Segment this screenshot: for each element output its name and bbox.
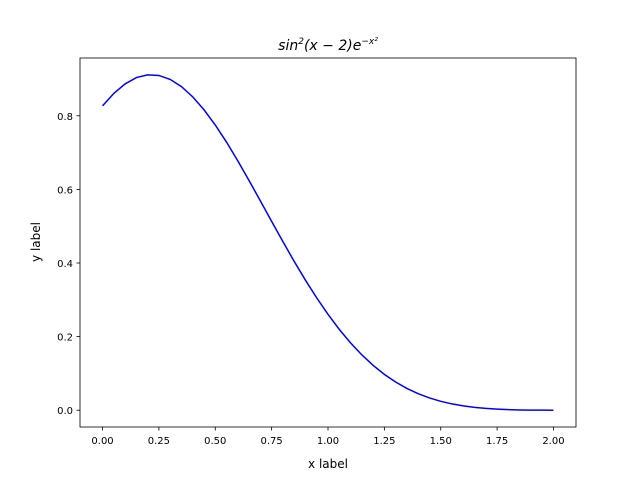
x-tick-label: 1.25 [373,436,395,447]
x-tick-label: 2.00 [542,436,564,447]
x-axis-label: x label [308,457,348,471]
x-tick-label: 0.00 [91,436,113,447]
y-axis-label: y label [29,222,43,262]
y-tick-label: 0.8 [57,112,73,123]
x-tick-label: 0.25 [148,436,170,447]
x-tick-label: 1.75 [486,436,508,447]
x-tick-label: 1.50 [430,436,452,447]
x-tick-label: 0.50 [204,436,226,447]
series-line [101,74,554,411]
y-tick-label: 0.0 [57,406,73,417]
x-tick-label: 0.75 [261,436,283,447]
chart-title: sin2(x − 2)e−x² [278,37,378,54]
axes-frame [79,57,577,428]
y-tick-label: 0.2 [57,333,73,344]
x-tick-label: 1.00 [317,436,339,447]
y-tick-label: 0.4 [57,259,73,270]
y-tick-label: 0.6 [57,185,73,196]
